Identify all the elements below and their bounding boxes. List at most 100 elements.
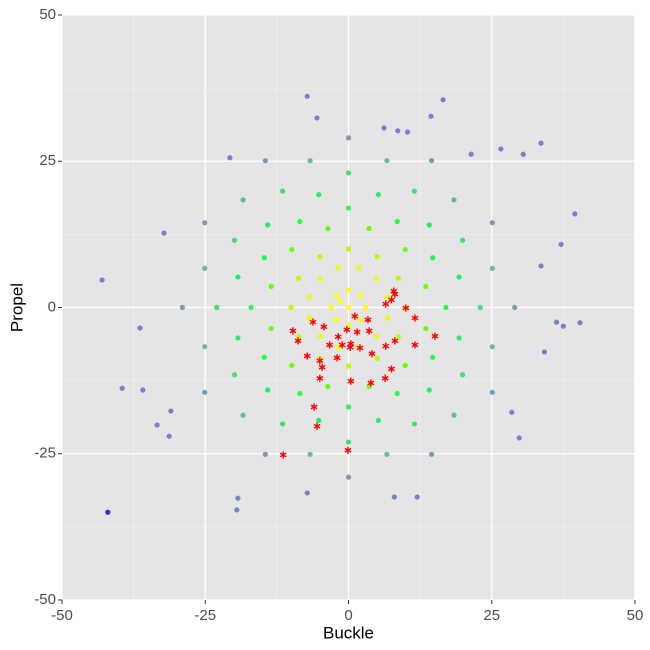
point <box>261 354 267 360</box>
point <box>202 265 208 271</box>
point <box>381 125 387 131</box>
point <box>296 275 302 281</box>
star-point <box>381 374 389 382</box>
point <box>345 404 352 410</box>
point <box>345 439 352 445</box>
star-point <box>309 318 317 326</box>
point <box>498 146 504 152</box>
point <box>316 417 322 424</box>
point <box>202 220 208 226</box>
point <box>428 158 435 164</box>
point <box>375 417 381 424</box>
point <box>268 283 274 290</box>
star-point <box>279 451 287 459</box>
point <box>428 451 435 457</box>
point <box>119 385 125 391</box>
point <box>391 494 397 500</box>
point <box>459 237 466 243</box>
point <box>166 433 172 439</box>
point <box>451 197 457 203</box>
point <box>289 362 295 369</box>
star-point <box>388 365 395 373</box>
star-point <box>411 341 419 349</box>
point <box>227 155 233 161</box>
star-point <box>356 344 364 352</box>
star-point <box>382 342 390 350</box>
point <box>265 387 271 393</box>
point <box>317 333 324 339</box>
star-point <box>320 323 328 331</box>
point <box>456 335 462 341</box>
star-point <box>343 326 351 334</box>
star-point <box>364 316 372 324</box>
point <box>231 372 238 378</box>
point <box>317 276 324 282</box>
star-point <box>303 352 311 360</box>
point <box>345 246 352 252</box>
point <box>317 254 323 260</box>
x-tick-label: 25 <box>483 607 500 624</box>
x-axis-title: Buckle <box>323 623 374 642</box>
star-point <box>294 337 302 345</box>
point <box>489 344 495 350</box>
point <box>402 246 408 253</box>
point <box>137 325 143 331</box>
point <box>235 335 241 341</box>
point <box>288 304 294 311</box>
point <box>423 283 429 290</box>
point <box>345 363 352 369</box>
point <box>154 422 160 428</box>
point <box>538 263 544 269</box>
point <box>404 129 411 135</box>
point <box>459 372 466 378</box>
point <box>375 191 381 198</box>
point <box>337 299 343 305</box>
point <box>240 412 246 418</box>
point <box>538 140 544 146</box>
point <box>428 113 434 119</box>
point <box>440 97 446 103</box>
point <box>140 387 146 393</box>
point <box>395 334 401 340</box>
star-point <box>353 328 361 336</box>
point <box>411 421 417 427</box>
point <box>456 274 462 280</box>
point <box>560 323 566 329</box>
star-point <box>388 296 395 304</box>
point <box>373 276 380 282</box>
point <box>384 158 390 164</box>
point <box>477 304 483 311</box>
star-point <box>367 379 375 387</box>
star-point <box>326 341 334 349</box>
point <box>426 387 432 393</box>
point <box>202 389 208 395</box>
point <box>335 265 341 271</box>
point <box>168 408 174 414</box>
point <box>516 435 522 441</box>
point <box>374 254 380 260</box>
y-axis-title: Propel <box>7 283 26 332</box>
point <box>268 325 274 332</box>
star-point <box>351 312 359 320</box>
point <box>314 115 320 121</box>
star-point <box>316 374 324 382</box>
point <box>325 225 331 232</box>
x-tick-label: 50 <box>627 607 644 624</box>
point <box>373 333 380 339</box>
point <box>99 277 105 283</box>
point <box>289 246 295 253</box>
point <box>297 218 303 225</box>
x-tick-label: 0 <box>344 607 352 624</box>
point <box>105 509 111 515</box>
points <box>99 93 583 515</box>
y-tick-label: 25 <box>39 152 56 169</box>
point <box>333 317 340 323</box>
point <box>384 451 390 457</box>
point <box>333 292 340 298</box>
point <box>489 265 495 271</box>
point <box>384 315 391 321</box>
star-point <box>431 332 439 340</box>
point <box>307 451 313 457</box>
point <box>394 218 400 225</box>
